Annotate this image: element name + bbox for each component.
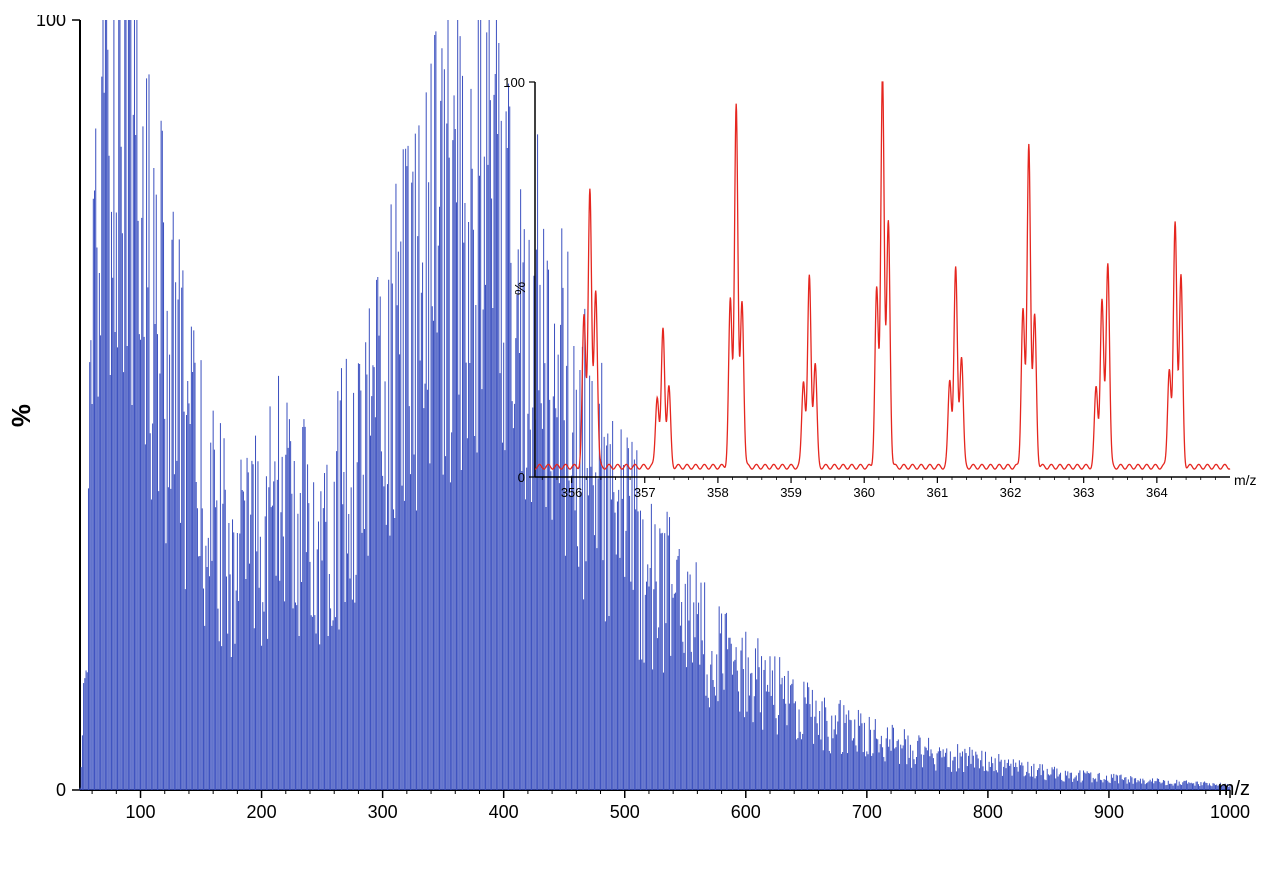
main-x-tick-label: 800 xyxy=(973,802,1003,822)
inset-x-tick-label: 363 xyxy=(1073,485,1095,500)
inset-y-tick-label: 0 xyxy=(518,470,525,485)
main-y-tick-label: 0 xyxy=(56,780,66,800)
main-y-axis-title: % xyxy=(6,404,37,427)
inset-x-tick-label: 358 xyxy=(707,485,729,500)
inset-spectrum-svg: 356 357 358 359 360 361 362 363 364 0 100 xyxy=(500,77,1250,507)
inset-x-tick-label: 356 xyxy=(561,485,583,500)
main-x-tick-label: 200 xyxy=(247,802,277,822)
inset-x-tick-label: 362 xyxy=(1000,485,1022,500)
main-x-tick-label: 700 xyxy=(852,802,882,822)
main-x-tick-label: 900 xyxy=(1094,802,1124,822)
inset-x-tick-label: 357 xyxy=(634,485,656,500)
inset-x-tick-label: 361 xyxy=(927,485,949,500)
inset-y-axis-title: % xyxy=(512,282,529,295)
main-x-tick-label: 600 xyxy=(731,802,761,822)
main-x-tick-label: 400 xyxy=(489,802,519,822)
inset-x-tick-label: 364 xyxy=(1146,485,1168,500)
inset-x-axis-title: m/z xyxy=(1234,472,1257,488)
main-x-tick-label: 1000 xyxy=(1210,802,1250,822)
inset-spectrum-trace xyxy=(535,82,1230,469)
inset-spectrum-chart: 356 357 358 359 360 361 362 363 364 0 100 xyxy=(500,77,1195,502)
main-x-axis-title: m/z xyxy=(1218,778,1250,801)
main-x-tick-label: 300 xyxy=(368,802,398,822)
inset-x-tick-label: 360 xyxy=(853,485,875,500)
inset-y-tick-label: 100 xyxy=(503,77,525,90)
main-y-tick-label: 100 xyxy=(36,15,66,30)
main-x-tick-label: 500 xyxy=(610,802,640,822)
inset-x-tick-label: 359 xyxy=(780,485,802,500)
main-x-tick-label: 100 xyxy=(126,802,156,822)
